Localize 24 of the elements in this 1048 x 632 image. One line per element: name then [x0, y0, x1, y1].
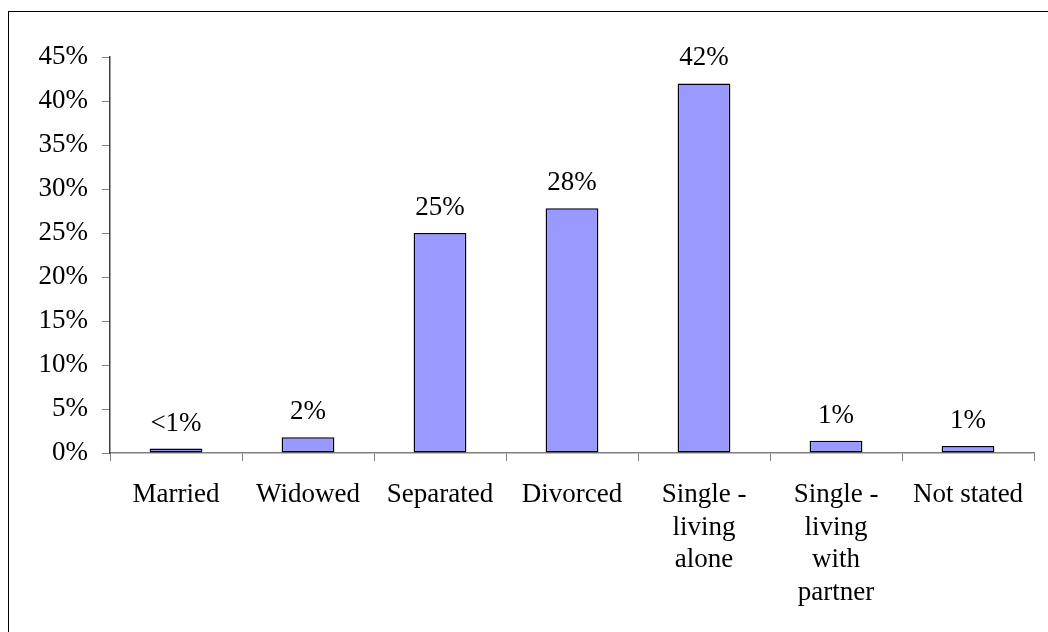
data-label: 42% — [679, 41, 729, 72]
data-label: 2% — [290, 395, 326, 426]
y-tick-label: 0% — [52, 436, 88, 467]
y-tick-label: 10% — [38, 348, 88, 379]
data-label: 28% — [547, 166, 597, 197]
x-tick-label: Separated — [386, 477, 494, 508]
y-tick-label: 45% — [38, 40, 88, 71]
x-tick-label: Divorced — [521, 477, 623, 508]
y-tick-label: 35% — [38, 128, 88, 159]
x-tick-label: Widowed — [256, 477, 361, 508]
data-label: 1% — [950, 403, 986, 434]
y-tick-label: 30% — [38, 172, 88, 203]
y-tick-label: 40% — [38, 84, 88, 115]
y-tick-label: 25% — [38, 216, 88, 247]
y-tick-label: 20% — [38, 260, 88, 291]
data-label: <1% — [150, 406, 202, 437]
y-tick-label: 5% — [52, 392, 88, 423]
x-tick-label: Not stated — [912, 477, 1024, 508]
x-tick-label: Single - living alone — [661, 477, 747, 574]
data-label: 25% — [415, 191, 465, 221]
x-tick-label: Single - living with partner — [793, 477, 879, 607]
x-tick-label: Married — [132, 477, 220, 508]
y-tick-label: 15% — [38, 304, 88, 335]
data-label: 1% — [818, 398, 854, 429]
